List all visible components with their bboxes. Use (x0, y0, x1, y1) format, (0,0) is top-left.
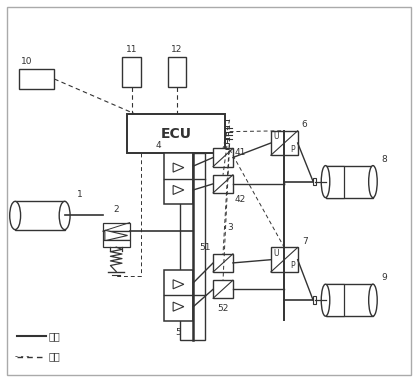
Bar (313, 296, 316, 304)
Text: 气路: 气路 (48, 331, 60, 341)
Text: 5: 5 (176, 329, 181, 337)
Bar (180, 153, 205, 340)
Bar (213, 175, 233, 193)
Text: 10: 10 (21, 57, 33, 66)
Text: 9: 9 (381, 273, 387, 282)
Bar (326, 284, 344, 316)
Polygon shape (173, 185, 184, 194)
Bar (103, 223, 130, 231)
Bar (163, 153, 194, 204)
Bar (15, 201, 65, 230)
Ellipse shape (59, 201, 70, 230)
Bar (122, 57, 141, 87)
Text: 6: 6 (302, 120, 308, 129)
Bar (213, 280, 233, 298)
Bar (163, 270, 194, 321)
Bar (213, 149, 233, 167)
Bar (103, 231, 130, 240)
Text: 52: 52 (217, 304, 229, 313)
Text: 7: 7 (302, 236, 308, 246)
Bar (103, 240, 130, 247)
Polygon shape (173, 280, 184, 289)
Text: ECU: ECU (161, 126, 191, 141)
Text: ——: —— (15, 331, 35, 341)
Bar (168, 57, 186, 87)
Polygon shape (173, 163, 184, 172)
Bar (271, 248, 298, 272)
Polygon shape (105, 230, 127, 241)
Ellipse shape (369, 284, 377, 316)
Text: 4: 4 (156, 141, 162, 151)
Bar (213, 254, 233, 272)
Bar (19, 69, 54, 89)
Ellipse shape (369, 165, 377, 197)
Text: 3: 3 (227, 223, 233, 232)
Text: P: P (291, 145, 295, 154)
Ellipse shape (321, 165, 330, 197)
Text: 12: 12 (171, 45, 183, 54)
Bar (313, 178, 316, 185)
Bar (326, 165, 373, 197)
Text: 11: 11 (126, 45, 138, 54)
Bar (127, 114, 225, 153)
Text: - - -: - - - (15, 352, 29, 361)
Text: U: U (273, 249, 279, 258)
Text: 8: 8 (381, 155, 387, 164)
Text: 41: 41 (235, 149, 246, 157)
Ellipse shape (10, 201, 20, 230)
Bar (326, 165, 344, 197)
Text: U: U (273, 132, 279, 141)
Text: 2: 2 (113, 205, 119, 214)
Text: 51: 51 (199, 243, 211, 252)
Text: P: P (291, 261, 295, 270)
Bar (271, 131, 298, 155)
Text: 1: 1 (77, 191, 83, 199)
Bar (326, 284, 373, 316)
Polygon shape (173, 302, 184, 311)
Ellipse shape (321, 284, 330, 316)
Text: 42: 42 (235, 195, 246, 204)
Text: 电路: 电路 (48, 352, 60, 362)
